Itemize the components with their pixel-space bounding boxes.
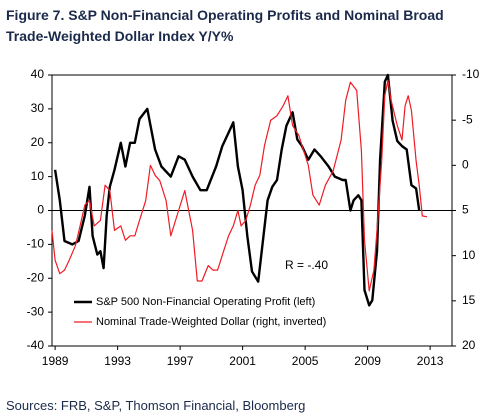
y2-tick-label: -5 [462, 112, 473, 126]
chart-title: Figure 7. S&P Non-Financial Operating Pr… [6, 7, 444, 23]
y-tick-label: -40 [27, 338, 45, 352]
annotation: R = -.40 [285, 258, 328, 272]
x-tick-label: 2005 [292, 354, 319, 368]
y-tick-label: 30 [31, 101, 45, 115]
y2-tick-label: 15 [462, 293, 476, 307]
chart-subtitle: Trade-Weighted Dollar Index Y/Y% [6, 28, 234, 44]
y-tick-label: 20 [31, 135, 45, 149]
x-tick-label: 2009 [354, 354, 381, 368]
x-tick-label: 1997 [167, 354, 194, 368]
y2-tick-label: 0 [462, 158, 469, 172]
x-tick-label: 2013 [417, 354, 444, 368]
x-tick-label: 1993 [104, 354, 131, 368]
y2-tick-label: -10 [462, 67, 480, 81]
y-tick-label: 40 [31, 67, 45, 81]
y2-tick-label: 10 [462, 248, 476, 262]
y2-tick-label: 20 [462, 338, 476, 352]
y-tick-label: -30 [27, 304, 45, 318]
x-tick-label: 2001 [229, 354, 256, 368]
legend-label: S&P 500 Non-Financial Operating Profit (… [96, 296, 315, 308]
x-tick-label: 1989 [42, 354, 69, 368]
y2-tick-label: 5 [462, 203, 469, 217]
source-note: Sources: FRB, S&P, Thomson Financial, Bl… [6, 398, 305, 413]
y-tick-label: -10 [27, 237, 45, 251]
series-line [51, 79, 428, 292]
y-tick-label: 0 [37, 203, 44, 217]
y-tick-label: -20 [27, 270, 45, 284]
y-tick-label: 10 [31, 169, 45, 183]
series-line [53, 73, 421, 307]
legend-label: Nominal Trade-Weighted Dollar (right, in… [96, 316, 326, 328]
